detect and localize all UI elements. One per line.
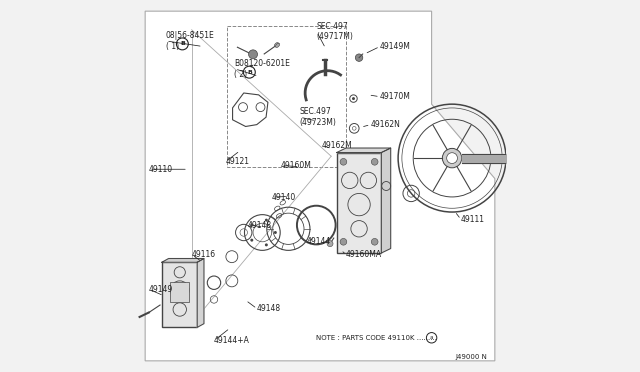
- Polygon shape: [337, 148, 390, 153]
- FancyBboxPatch shape: [162, 262, 197, 327]
- Text: 49149M: 49149M: [380, 42, 410, 51]
- Polygon shape: [197, 259, 204, 327]
- Text: 49140: 49140: [271, 193, 296, 202]
- Circle shape: [250, 223, 253, 226]
- Text: 49160MA: 49160MA: [346, 250, 382, 259]
- Text: 49116: 49116: [191, 250, 216, 259]
- Circle shape: [248, 50, 257, 59]
- Circle shape: [340, 158, 347, 165]
- FancyBboxPatch shape: [337, 153, 381, 253]
- Text: SEC.497
(49723M): SEC.497 (49723M): [300, 108, 337, 127]
- Text: 49162N: 49162N: [370, 120, 400, 129]
- Text: 49148: 49148: [257, 304, 281, 313]
- Text: 49148: 49148: [248, 221, 271, 230]
- Text: B08120-6201E
( 2): B08120-6201E ( 2): [234, 59, 291, 78]
- Text: B: B: [247, 70, 252, 75]
- Text: B: B: [180, 41, 185, 46]
- Text: a: a: [430, 335, 433, 340]
- Polygon shape: [162, 259, 204, 262]
- Circle shape: [352, 97, 355, 100]
- Circle shape: [371, 158, 378, 165]
- Bar: [170, 282, 189, 302]
- Text: 49144+A: 49144+A: [214, 336, 250, 345]
- Circle shape: [340, 238, 347, 245]
- Polygon shape: [145, 11, 495, 361]
- Text: 49144: 49144: [307, 237, 332, 246]
- Circle shape: [265, 219, 268, 222]
- Ellipse shape: [275, 42, 278, 47]
- Circle shape: [355, 54, 363, 61]
- Polygon shape: [381, 148, 390, 253]
- Circle shape: [250, 239, 253, 242]
- Text: 49160M: 49160M: [281, 161, 312, 170]
- Text: 49149: 49149: [149, 285, 173, 294]
- Circle shape: [274, 231, 277, 234]
- Text: 08|56-8451E
( 1): 08|56-8451E ( 1): [166, 31, 214, 51]
- Circle shape: [442, 148, 462, 168]
- Text: 49111: 49111: [461, 215, 484, 224]
- Text: 49121: 49121: [225, 157, 249, 166]
- Circle shape: [265, 243, 268, 246]
- Ellipse shape: [275, 43, 280, 48]
- Text: SEC.497
(49717M): SEC.497 (49717M): [316, 22, 353, 41]
- Text: 49162M: 49162M: [322, 141, 353, 150]
- Text: 49170M: 49170M: [380, 92, 410, 101]
- Circle shape: [327, 241, 333, 247]
- Text: 49110: 49110: [149, 165, 173, 174]
- Circle shape: [371, 238, 378, 245]
- Text: NOTE : PARTS CODE 49110K .........: NOTE : PARTS CODE 49110K .........: [316, 335, 437, 341]
- Circle shape: [447, 153, 458, 164]
- Text: J49000 N: J49000 N: [456, 354, 488, 360]
